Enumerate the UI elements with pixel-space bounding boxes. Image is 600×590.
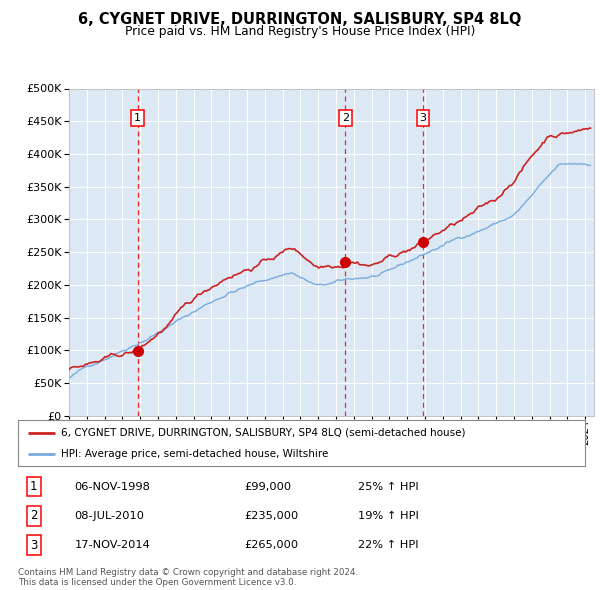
Text: 06-NOV-1998: 06-NOV-1998 — [75, 481, 151, 491]
Text: 3: 3 — [419, 113, 426, 123]
Text: 2: 2 — [30, 509, 38, 523]
Text: Contains HM Land Registry data © Crown copyright and database right 2024.
This d: Contains HM Land Registry data © Crown c… — [18, 568, 358, 587]
Text: 6, CYGNET DRIVE, DURRINGTON, SALISBURY, SP4 8LQ (semi-detached house): 6, CYGNET DRIVE, DURRINGTON, SALISBURY, … — [61, 428, 465, 438]
Text: £265,000: £265,000 — [245, 540, 299, 550]
Text: £235,000: £235,000 — [245, 511, 299, 521]
Text: HPI: Average price, semi-detached house, Wiltshire: HPI: Average price, semi-detached house,… — [61, 448, 328, 458]
Text: £99,000: £99,000 — [245, 481, 292, 491]
Text: 19% ↑ HPI: 19% ↑ HPI — [358, 511, 419, 521]
Text: 6, CYGNET DRIVE, DURRINGTON, SALISBURY, SP4 8LQ: 6, CYGNET DRIVE, DURRINGTON, SALISBURY, … — [79, 12, 521, 27]
Text: 3: 3 — [30, 539, 38, 552]
Text: 17-NOV-2014: 17-NOV-2014 — [75, 540, 151, 550]
Text: 1: 1 — [30, 480, 38, 493]
Text: 08-JUL-2010: 08-JUL-2010 — [75, 511, 145, 521]
Text: 25% ↑ HPI: 25% ↑ HPI — [358, 481, 419, 491]
Text: 22% ↑ HPI: 22% ↑ HPI — [358, 540, 419, 550]
Text: Price paid vs. HM Land Registry's House Price Index (HPI): Price paid vs. HM Land Registry's House … — [125, 25, 475, 38]
Text: 2: 2 — [341, 113, 349, 123]
Text: 1: 1 — [134, 113, 141, 123]
